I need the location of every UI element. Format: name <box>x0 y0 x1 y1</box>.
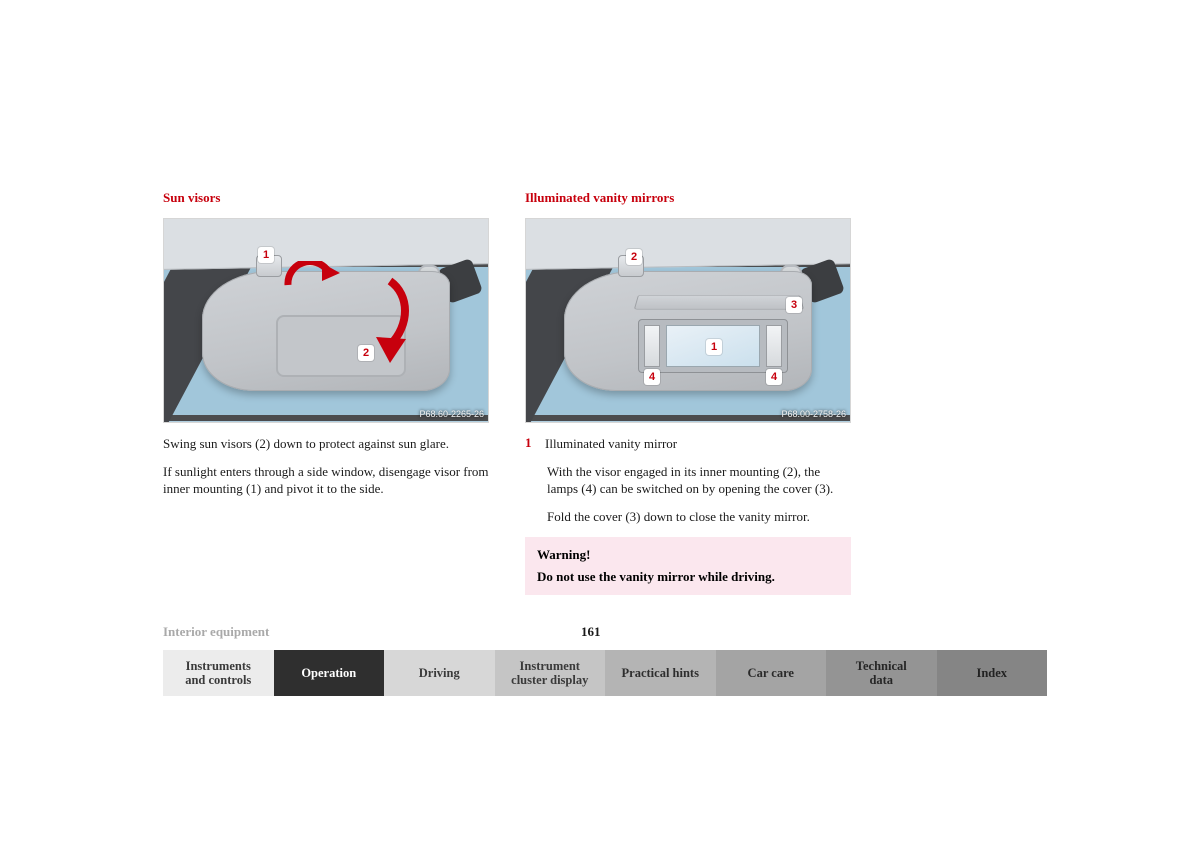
figure-vanity-mirror: 1 2 3 4 4 P68.00-2758-26 <box>525 218 851 423</box>
left-section-title: Sun visors <box>163 190 489 206</box>
nav-tab-instrument-cluster-display[interactable]: Instrumentcluster display <box>495 650 606 696</box>
chapter-label: Interior equipment <box>163 624 269 640</box>
nav-tab-instruments-and-controls[interactable]: Instrumentsand controls <box>163 650 274 696</box>
left-column: Sun visors 1 <box>163 190 489 595</box>
figure-lamp-left <box>644 325 660 367</box>
right-column: Illuminated vanity mirrors 1 2 3 4 <box>525 190 851 595</box>
callout-2: 2 <box>358 345 374 361</box>
nav-tabs: Instrumentsand controlsOperationDrivingI… <box>163 650 1047 696</box>
nav-tab-operation[interactable]: Operation <box>274 650 385 696</box>
callout-mirror-1: 1 <box>706 339 722 355</box>
callout-cover-3: 3 <box>786 297 802 313</box>
warning-box: Warning! Do not use the vanity mirror wh… <box>525 537 851 595</box>
nav-tab-driving[interactable]: Driving <box>384 650 495 696</box>
callout-clip-2: 2 <box>626 249 642 265</box>
warning-text: Do not use the vanity mirror while drivi… <box>537 569 839 585</box>
left-paragraph-2: If sunlight enters through a side window… <box>163 463 489 498</box>
right-paragraph-2: Fold the cover (3) down to close the van… <box>547 508 851 526</box>
page-footer: Interior equipment 161 Instrumentsand co… <box>163 624 1047 696</box>
figure-code-right: P68.00-2758-26 <box>781 409 846 419</box>
arrow-swing-icon <box>282 261 342 297</box>
right-paragraph-1: With the visor engaged in its inner moun… <box>547 463 851 498</box>
nav-tab-index[interactable]: Index <box>937 650 1048 696</box>
callout-lamp-4-left: 4 <box>644 369 660 385</box>
list-label: Illuminated vanity mirror <box>545 435 677 453</box>
figure-mirror-cover-open <box>634 295 804 309</box>
list-number: 1 <box>525 435 535 457</box>
numbered-item: 1 Illuminated vanity mirror <box>525 435 851 457</box>
figure-code-left: P68.60-2265-26 <box>419 409 484 419</box>
figure-lamp-right <box>766 325 782 367</box>
nav-tab-car-care[interactable]: Car care <box>716 650 827 696</box>
nav-tab-technical-data[interactable]: Technicaldata <box>826 650 937 696</box>
callout-lamp-4-right: 4 <box>766 369 782 385</box>
callout-1: 1 <box>258 247 274 263</box>
nav-tab-practical-hints[interactable]: Practical hints <box>605 650 716 696</box>
page-content: Sun visors 1 <box>163 190 1047 595</box>
two-column-layout: Sun visors 1 <box>163 190 1047 595</box>
page-number: 161 <box>581 624 601 640</box>
figure-sun-visors: 1 2 P68.60-2265-26 <box>163 218 489 423</box>
figure-headliner-2 <box>525 218 851 270</box>
left-paragraph-1: Swing sun visors (2) down to protect aga… <box>163 435 489 453</box>
right-section-title: Illuminated vanity mirrors <box>525 190 851 206</box>
footer-info-line: Interior equipment 161 <box>163 624 1047 640</box>
warning-title: Warning! <box>537 547 839 563</box>
indented-paragraphs: With the visor engaged in its inner moun… <box>525 463 851 526</box>
